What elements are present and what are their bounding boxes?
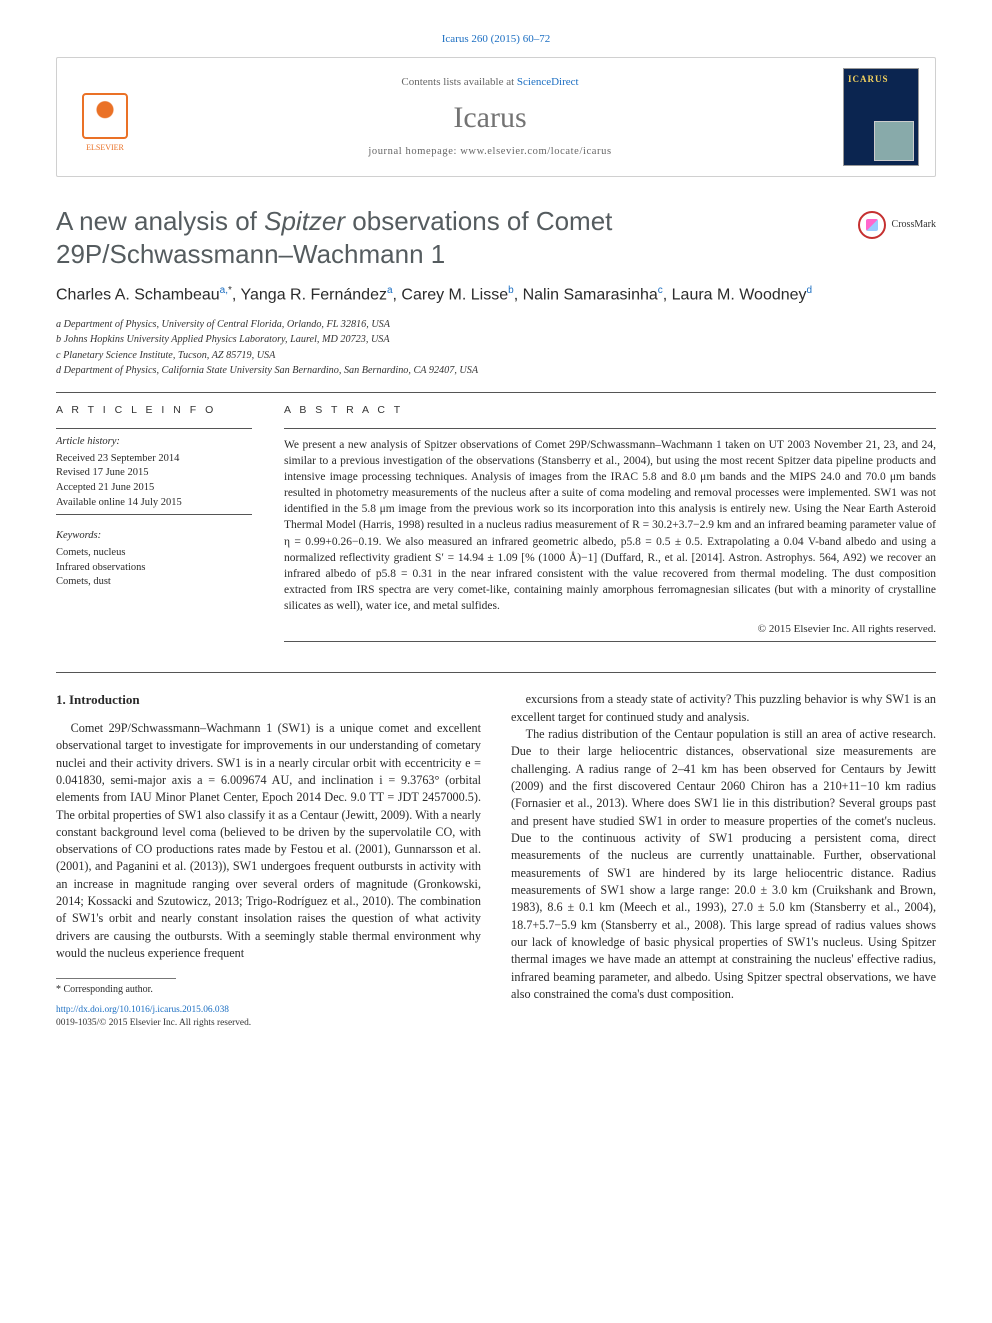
abstract-text: We present a new analysis of Spitzer obs… [284, 437, 936, 614]
cover-title: ICARUS [848, 73, 914, 86]
elsevier-logo[interactable]: ELSEVIER [73, 81, 137, 153]
citation-link[interactable]: Icarus 260 (2015) 60–72 [442, 33, 550, 45]
title-italic: Spitzer [264, 206, 345, 236]
history-item: Accepted 21 June 2015 [56, 481, 252, 496]
crossmark-icon [858, 211, 886, 239]
affiliations: a Department of Physics, University of C… [56, 317, 936, 378]
crossmark-label: CrossMark [892, 218, 936, 232]
sciencedirect-link[interactable]: ScienceDirect [517, 76, 579, 88]
affiliation: b Johns Hopkins University Applied Physi… [56, 332, 936, 347]
history-item: Available online 14 July 2015 [56, 496, 252, 511]
affiliation: c Planetary Science Institute, Tucson, A… [56, 348, 936, 363]
author-list: Charles A. Schambeaua,*, Yanga R. Fernán… [56, 284, 936, 307]
copyright-line: © 2015 Elsevier Inc. All rights reserved… [284, 622, 936, 637]
affiliation: d Department of Physics, California Stat… [56, 363, 936, 378]
journal-cover-thumbnail[interactable]: ICARUS [843, 68, 919, 166]
journal-homepage[interactable]: journal homepage: www.elsevier.com/locat… [155, 145, 825, 160]
history-label: Article history: [56, 435, 252, 450]
elsevier-label: ELSEVIER [86, 142, 124, 153]
keyword: Infrared observations [56, 561, 252, 576]
contents-list-pre: Contents lists available at [401, 76, 516, 88]
journal-name: Icarus [155, 97, 825, 139]
abstract-column: A B S T R A C T We present a new analysi… [284, 403, 936, 650]
author[interactable]: , Carey M. Lisse [393, 287, 509, 304]
keywords-label: Keywords: [56, 529, 252, 544]
corresponding-author-footnote: * Corresponding author. [56, 983, 481, 997]
cover-image-icon [874, 121, 914, 161]
history-item: Revised 17 June 2015 [56, 466, 252, 481]
body-paragraph: The radius distribution of the Centaur p… [511, 726, 936, 1003]
contents-list-line: Contents lists available at ScienceDirec… [155, 75, 825, 90]
author[interactable]: Charles A. Schambeau [56, 287, 220, 304]
article-info-column: A R T I C L E I N F O Article history: R… [56, 403, 252, 650]
section-heading: 1. Introduction [56, 691, 481, 709]
running-head: Icarus 260 (2015) 60–72 [56, 32, 936, 47]
journal-header: ELSEVIER Contents lists available at Sci… [56, 57, 936, 177]
keyword: Comets, nucleus [56, 546, 252, 561]
divider [56, 672, 936, 673]
doi-line: http://dx.doi.org/10.1016/j.icarus.2015.… [56, 1004, 481, 1031]
abstract-heading: A B S T R A C T [284, 403, 936, 418]
divider [56, 392, 936, 393]
keyword: Comets, dust [56, 575, 252, 590]
affiliation: a Department of Physics, University of C… [56, 317, 936, 332]
author[interactable]: , Nalin Samarasinha [514, 287, 658, 304]
article-info-heading: A R T I C L E I N F O [56, 403, 252, 418]
issn-line: 0019-1035/© 2015 Elsevier Inc. All right… [56, 1018, 251, 1028]
author-affref: d [807, 285, 813, 296]
author[interactable]: , Yanga R. Fernández [232, 287, 387, 304]
title-pre: A new analysis of [56, 206, 264, 236]
elsevier-tree-icon [82, 93, 128, 139]
paper-title: A new analysis of Spitzer observations o… [56, 205, 844, 270]
doi-link[interactable]: http://dx.doi.org/10.1016/j.icarus.2015.… [56, 1005, 229, 1015]
author[interactable]: , Laura M. Woodney [663, 287, 807, 304]
body-text: 1. Introduction Comet 29P/Schwassmann–Wa… [56, 691, 936, 1030]
body-paragraph: excursions from a steady state of activi… [511, 691, 936, 726]
crossmark-badge[interactable]: CrossMark [858, 211, 936, 239]
history-item: Received 23 September 2014 [56, 452, 252, 467]
body-paragraph: Comet 29P/Schwassmann–Wachmann 1 (SW1) i… [56, 720, 481, 963]
author-affref: a, [220, 285, 228, 296]
footnote-separator [56, 978, 176, 979]
